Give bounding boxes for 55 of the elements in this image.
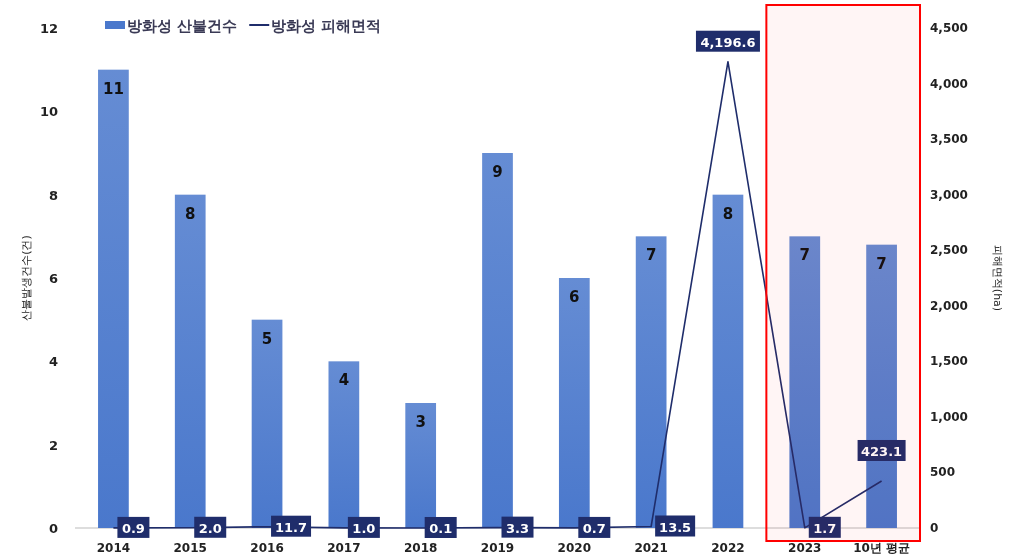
y-axis-title: 산불발생건수(건) [20,235,33,321]
x-tick-label: 2022 [711,541,745,555]
data-label: 11.7 [275,519,308,535]
data-label: 5 [261,329,273,348]
legend-label: 방화성 피해면적 [271,17,382,35]
data-label: 7 [876,254,887,273]
data-label: 2.0 [198,520,222,536]
data-label: 1.0 [352,520,376,536]
data-label: 0.9 [121,520,145,536]
x-tick-label: 2015 [173,541,207,555]
y2-tick-label: 4,000 [930,76,968,91]
y-tick-label: 0 [48,521,58,536]
y2-tick-label: 2,000 [930,298,968,313]
y2-tick-label: 2,500 [930,243,968,258]
bar [712,194,744,528]
y-tick-label: 4 [48,354,58,370]
data-label: 7 [799,246,810,265]
data-label: 11 [102,79,124,98]
data-label: 423.1 [861,443,903,459]
data-label: 3 [415,413,426,431]
y2-tick-label: 4,500 [930,21,968,35]
x-tick-label: 2019 [480,541,515,555]
data-label: 7 [645,246,657,265]
y2-axis-title: 피해면적(ha) [991,244,1004,312]
data-label: 0.1 [429,520,453,536]
x-tick-label: 2018 [403,541,438,555]
legend-label: 방화성 산불건수 [127,17,238,35]
y-tick-label: 8 [48,187,58,203]
data-label: 4,196.6 [700,34,756,50]
data-label: 0.7 [582,520,606,536]
x-tick-label: 2017 [327,541,361,555]
y-tick-label: 2 [48,437,58,453]
x-tick-label: 2023 [788,541,822,555]
data-label: 6 [569,288,580,306]
x-tick-label: 2020 [557,541,592,555]
y2-tick-label: 1,000 [930,409,968,424]
y-tick-label: 12 [39,21,58,36]
data-label: 8 [185,204,196,223]
y2-tick-label: 1,500 [930,354,968,369]
data-label: 1.7 [813,520,837,536]
y2-tick-label: 0 [930,521,939,535]
x-tick-label: 10년 평균 [853,541,911,555]
y-tick-label: 10 [39,104,58,120]
data-label: 4 [338,371,350,390]
data-label: 3.3 [505,520,530,536]
y-tick-label: 6 [48,271,58,286]
x-tick-label: 2016 [250,541,284,555]
y2-tick-label: 3,000 [930,187,968,202]
data-label: 8 [722,204,734,223]
x-tick-label: 2021 [634,541,668,555]
data-label: 13.5 [659,519,692,535]
y2-tick-label: 3,500 [930,132,968,147]
data-label: 9 [492,163,503,181]
y2-tick-label: 500 [930,465,956,480]
x-tick-label: 2014 [96,541,131,555]
